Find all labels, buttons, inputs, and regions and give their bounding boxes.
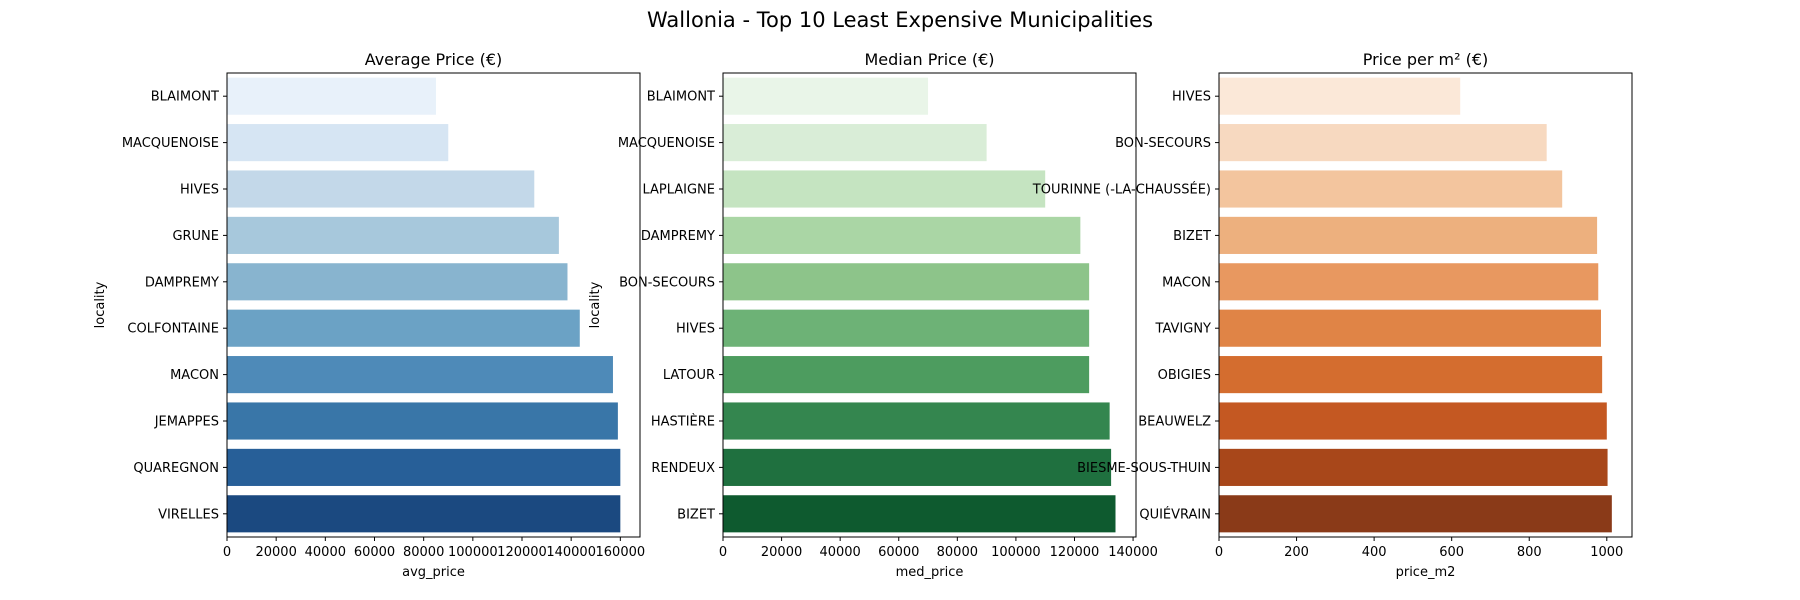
- y-tick-label: GRUNE: [172, 229, 219, 244]
- x-tick-label: 40000: [305, 545, 346, 560]
- x-tick-label: 120000: [1050, 545, 1100, 560]
- bar-hasti-re: [723, 402, 1110, 440]
- bar-rendeux: [723, 448, 1112, 486]
- y-tick-label: BON-SECOURS: [1115, 136, 1211, 151]
- bar-macquenoise: [227, 124, 449, 162]
- x-tick-label: 80000: [937, 545, 978, 560]
- y-tick-label: RENDEUX: [651, 461, 715, 476]
- y-tick-label: QUIÉVRAIN: [1139, 506, 1211, 522]
- x-tick-label: 120000: [497, 545, 547, 560]
- bar-macon: [227, 356, 613, 394]
- bar-latour: [723, 356, 1090, 394]
- x-tick-label: 20000: [255, 545, 296, 560]
- bar-tavigny: [1219, 309, 1601, 347]
- panel-title: Median Price (€): [864, 50, 994, 69]
- bar-obigies: [1219, 356, 1603, 394]
- y-axis-label: locality: [588, 281, 603, 328]
- bar-bon-secours: [1219, 124, 1547, 162]
- y-tick-label: LATOUR: [663, 368, 715, 383]
- bar-virelles: [227, 495, 621, 533]
- bar-blaimont: [723, 77, 929, 115]
- x-tick-label: 0: [1215, 545, 1223, 560]
- y-axis-label: locality: [93, 281, 108, 328]
- y-tick-label: BLAIMONT: [151, 90, 219, 105]
- y-tick-label: COLFONTAINE: [127, 322, 219, 337]
- bar-bizet: [1219, 216, 1598, 254]
- y-tick-label: HIVES: [180, 183, 219, 198]
- bar-hives: [1219, 77, 1461, 115]
- x-tick-label: 200: [1284, 545, 1309, 560]
- panel-title: Price per m² (€): [1363, 50, 1489, 69]
- y-tick-label: DAMPREMY: [641, 229, 715, 244]
- panel-2: BLAIMONT MACQUENOISE LAPLAIGNE DAMPREMY BON-…: [588, 50, 1158, 580]
- x-tick-label: 140000: [1108, 545, 1158, 560]
- y-tick-label: BLAIMONT: [647, 90, 715, 105]
- bar-blaimont: [227, 77, 436, 115]
- axes-frame: [1218, 72, 1633, 538]
- y-tick-label: BIESME-SOUS-THUIN: [1077, 461, 1211, 476]
- bar-grune: [227, 216, 559, 254]
- panel-title: Average Price (€): [365, 50, 503, 69]
- y-tick-label: JEMAPPES: [154, 415, 219, 430]
- bar-qui-vrain: [1219, 495, 1612, 533]
- y-tick-label: HIVES: [676, 322, 715, 337]
- x-axis-label: avg_price: [402, 565, 465, 580]
- bar-beauwelz: [1219, 402, 1607, 440]
- y-tick-label: TOURINNE (-LA-CHAUSSÉE): [1032, 182, 1211, 198]
- bar-dampremy: [723, 216, 1081, 254]
- y-tick-label: BON-SECOURS: [619, 275, 715, 290]
- x-tick-label: 60000: [878, 545, 919, 560]
- y-tick-label: LAPLAIGNE: [642, 183, 715, 198]
- x-tick-label: 1000: [1590, 545, 1623, 560]
- bar-hives: [227, 170, 535, 208]
- x-tick-label: 600: [1439, 545, 1464, 560]
- y-tick-label: TAVIGNY: [1155, 322, 1212, 337]
- bar-quaregnon: [227, 448, 621, 486]
- x-tick-label: 40000: [819, 545, 860, 560]
- y-tick-label: MACQUENOISE: [618, 136, 715, 151]
- y-tick-label: DAMPREMY: [145, 275, 219, 290]
- x-tick-label: 160000: [596, 545, 646, 560]
- axes-frame: [722, 72, 1137, 538]
- x-tick-label: 100000: [448, 545, 498, 560]
- bar-jemappes: [227, 402, 618, 440]
- y-tick-label: MACON: [1162, 275, 1211, 290]
- x-tick-label: 100000: [991, 545, 1041, 560]
- x-tick-label: 0: [223, 545, 231, 560]
- x-tick-label: 800: [1517, 545, 1542, 560]
- y-tick-label: VIRELLES: [158, 507, 219, 522]
- bar-bizet: [723, 495, 1116, 533]
- y-tick-label: BEAUWELZ: [1138, 415, 1211, 430]
- x-tick-label: 60000: [354, 545, 395, 560]
- x-tick-label: 400: [1362, 545, 1387, 560]
- y-tick-label: BIZET: [677, 507, 715, 522]
- y-tick-label: HASTIÈRE: [651, 414, 715, 430]
- y-tick-label: BIZET: [1173, 229, 1211, 244]
- bar-laplaigne: [723, 170, 1046, 208]
- bar-hives: [723, 309, 1090, 347]
- panel-3: HIVES BON-SECOURS TOURINNE (-LA-CHAUSSÉE) B…: [1032, 50, 1633, 580]
- y-tick-label: HIVES: [1172, 90, 1211, 105]
- bar-dampremy: [227, 263, 568, 301]
- y-tick-label: MACQUENOISE: [122, 136, 219, 151]
- figure-title: Wallonia - Top 10 Least Expensive Munici…: [647, 8, 1153, 32]
- panel-1: BLAIMONT MACQUENOISE HIVES GRUNE DAMPREMY COL…: [93, 50, 645, 580]
- x-tick-label: 0: [719, 545, 727, 560]
- bar-bon-secours: [723, 263, 1090, 301]
- x-axis-label: price_m2: [1396, 565, 1456, 580]
- bar-tourinne-la-chauss-e-: [1219, 170, 1563, 208]
- bar-macon: [1219, 263, 1599, 301]
- x-tick-label: 20000: [761, 545, 802, 560]
- axes-frame: [226, 72, 641, 538]
- x-tick-label: 140000: [546, 545, 596, 560]
- bar-macquenoise: [723, 124, 987, 162]
- y-tick-label: QUAREGNON: [133, 461, 219, 476]
- x-axis-label: med_price: [896, 565, 964, 580]
- bar-colfontaine: [227, 309, 580, 347]
- x-tick-label: 80000: [403, 545, 444, 560]
- bar-biesme-sous-thuin: [1219, 448, 1608, 486]
- y-tick-label: MACON: [170, 368, 219, 383]
- y-tick-label: OBIGIES: [1158, 368, 1211, 383]
